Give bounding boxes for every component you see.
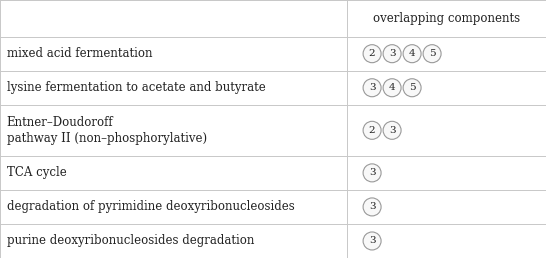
Text: 5: 5: [409, 83, 416, 92]
Ellipse shape: [403, 45, 421, 63]
Text: 3: 3: [369, 237, 376, 245]
Text: 3: 3: [369, 203, 376, 211]
Ellipse shape: [383, 79, 401, 97]
Ellipse shape: [363, 79, 381, 97]
Text: overlapping components: overlapping components: [373, 12, 520, 25]
Ellipse shape: [383, 121, 401, 139]
Text: mixed acid fermentation: mixed acid fermentation: [7, 47, 152, 60]
Text: 4: 4: [389, 83, 395, 92]
Text: Entner–Doudoroff
pathway II (non–phosphorylative): Entner–Doudoroff pathway II (non–phospho…: [7, 116, 207, 145]
Ellipse shape: [403, 79, 421, 97]
Ellipse shape: [363, 164, 381, 182]
Text: 5: 5: [429, 49, 435, 58]
Ellipse shape: [363, 121, 381, 139]
Text: purine deoxyribonucleosides degradation: purine deoxyribonucleosides degradation: [7, 235, 254, 247]
Text: 3: 3: [389, 126, 395, 135]
Text: 4: 4: [409, 49, 416, 58]
Ellipse shape: [363, 198, 381, 216]
Text: 3: 3: [389, 49, 395, 58]
Text: 3: 3: [369, 83, 376, 92]
Text: degradation of pyrimidine deoxyribonucleosides: degradation of pyrimidine deoxyribonucle…: [7, 200, 294, 213]
Ellipse shape: [423, 45, 441, 63]
Text: 2: 2: [369, 49, 376, 58]
Text: lysine fermentation to acetate and butyrate: lysine fermentation to acetate and butyr…: [7, 81, 265, 94]
Ellipse shape: [363, 232, 381, 250]
Ellipse shape: [363, 45, 381, 63]
Text: 2: 2: [369, 126, 376, 135]
Ellipse shape: [383, 45, 401, 63]
Text: 3: 3: [369, 168, 376, 177]
Text: TCA cycle: TCA cycle: [7, 166, 66, 179]
